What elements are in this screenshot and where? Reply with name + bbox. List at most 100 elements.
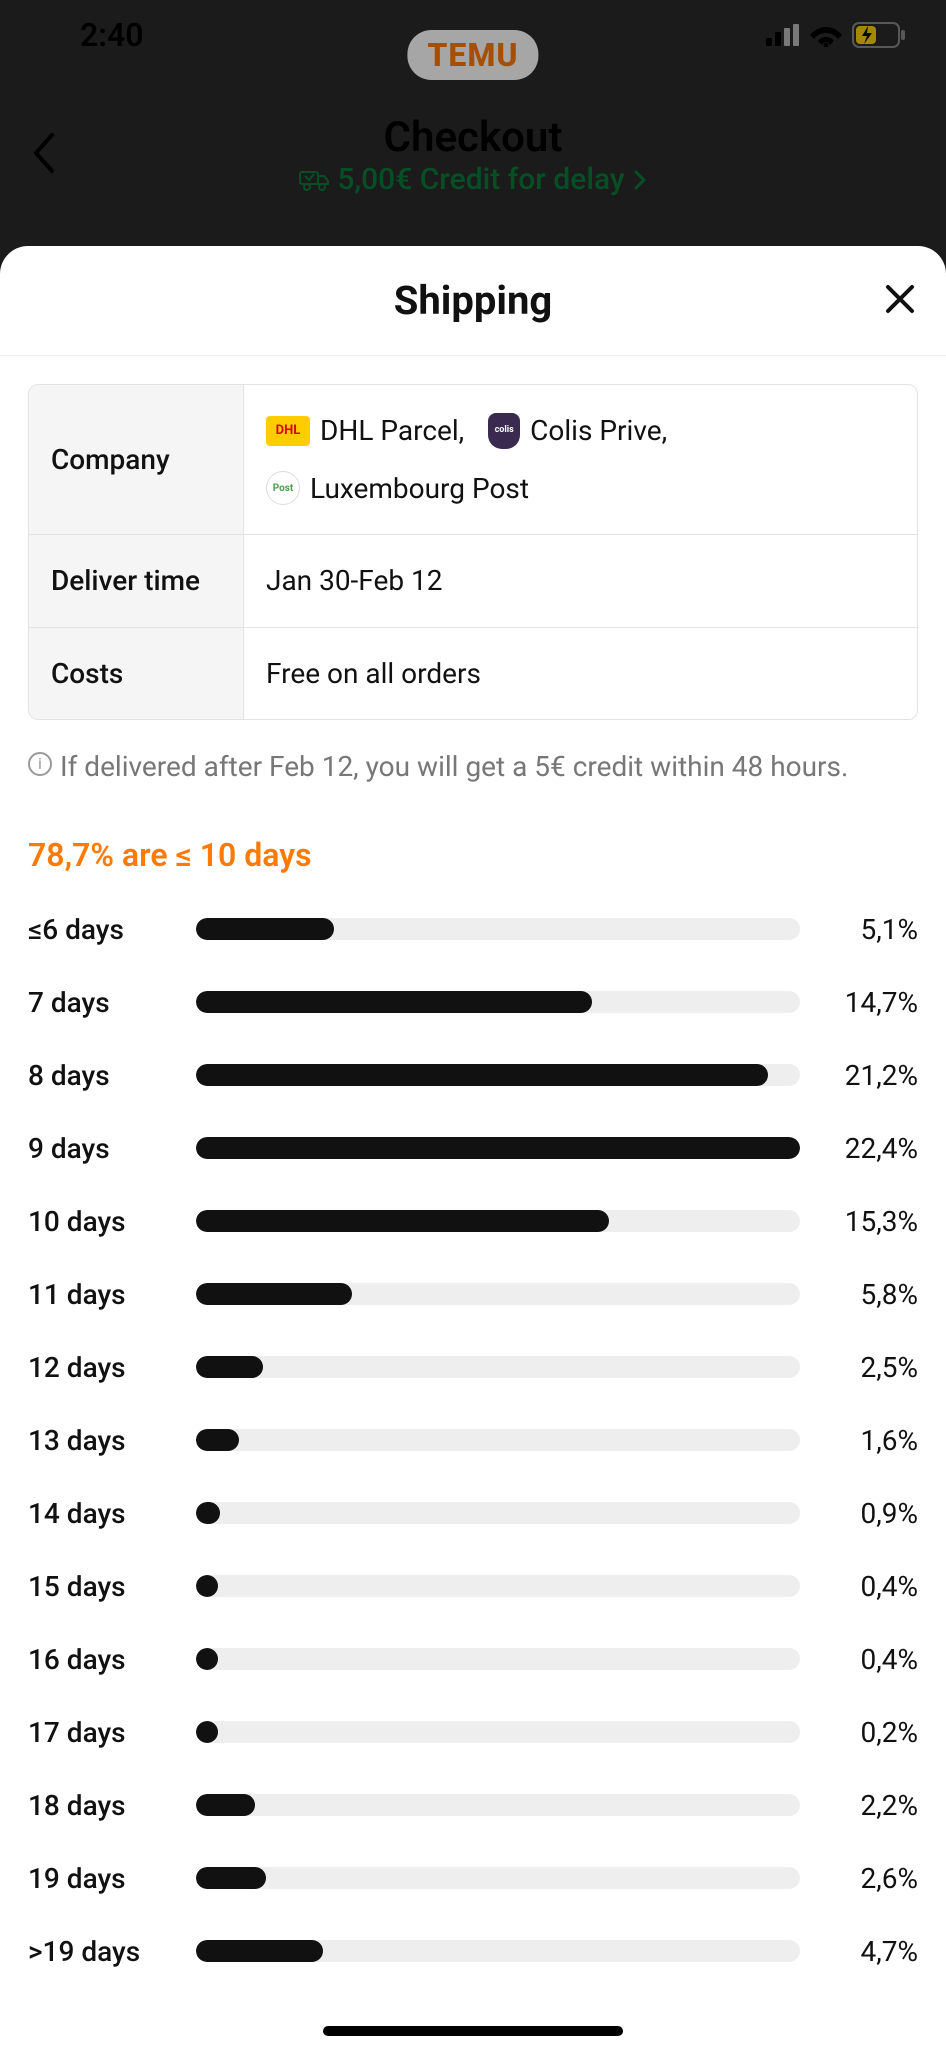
histogram-bar <box>196 1210 609 1232</box>
carrier-logo-icon: Post <box>266 471 300 505</box>
row-label: Company <box>29 385 244 534</box>
histogram-percent: 1,6% <box>818 1424 918 1457</box>
histogram-percent: 0,2% <box>818 1716 918 1749</box>
histogram-bar <box>196 1721 218 1743</box>
close-icon <box>882 281 918 317</box>
histogram-label: 16 days <box>28 1643 178 1676</box>
histogram-label: 11 days <box>28 1278 178 1311</box>
histogram-bar <box>196 1794 255 1816</box>
histogram-track <box>196 1721 800 1743</box>
histogram-bar <box>196 1283 352 1305</box>
carrier-name: Colis Prive, <box>530 407 667 455</box>
close-button[interactable] <box>882 281 918 321</box>
app-root: 2:40 TEMU <box>0 0 946 2048</box>
histogram-percent: 0,9% <box>818 1497 918 1530</box>
delay-credit-disclaimer: i If delivered after Feb 12, you will ge… <box>28 746 918 788</box>
table-row-company: Company DHLDHL Parcel,colisColis Prive,P… <box>29 385 917 534</box>
status-time: 2:40 <box>80 16 144 54</box>
histogram-track <box>196 1137 800 1159</box>
histogram-track <box>196 1356 800 1378</box>
histogram-label: 18 days <box>28 1789 178 1822</box>
histogram-row: 14 days 0,9% <box>28 1486 918 1540</box>
histogram-row: 8 days 21,2% <box>28 1048 918 1102</box>
back-button[interactable] <box>30 131 58 179</box>
histogram-percent: 0,4% <box>818 1570 918 1603</box>
signal-icon <box>766 24 800 46</box>
histogram-percent: 2,5% <box>818 1351 918 1384</box>
histogram-row: ≤6 days 5,1% <box>28 902 918 956</box>
truck-icon <box>299 168 329 192</box>
status-icons <box>766 22 906 48</box>
histogram-row: 16 days 0,4% <box>28 1632 918 1686</box>
row-label: Deliver time <box>29 535 244 627</box>
histogram-percent: 15,3% <box>818 1205 918 1238</box>
histogram-track <box>196 918 800 940</box>
histogram-bar <box>196 1648 218 1670</box>
histogram-row: 9 days 22,4% <box>28 1121 918 1175</box>
histogram-percent: 0,4% <box>818 1643 918 1676</box>
carrier-item: Post Luxembourg Post <box>266 465 529 513</box>
histogram-track <box>196 1648 800 1670</box>
credit-banner-text: 5,00€ Credit for delay <box>337 162 624 197</box>
histogram-label: 9 days <box>28 1132 178 1165</box>
table-row-deliver-time: Deliver time Jan 30-Feb 12 <box>29 534 917 627</box>
histogram-percent: 2,2% <box>818 1789 918 1822</box>
histogram-track <box>196 1867 800 1889</box>
histogram-row: 18 days 2,2% <box>28 1778 918 1832</box>
chevron-right-icon <box>633 169 647 191</box>
histogram-percent: 2,6% <box>818 1862 918 1895</box>
histogram-bar <box>196 1429 239 1451</box>
histogram-label: 13 days <box>28 1424 178 1457</box>
histogram-bar <box>196 1502 220 1524</box>
histogram-percent: 5,1% <box>818 913 918 946</box>
deliver-time-value: Jan 30-Feb 12 <box>244 535 917 627</box>
histogram-bar <box>196 1356 263 1378</box>
histogram-track <box>196 1575 800 1597</box>
histogram-row: 7 days 14,7% <box>28 975 918 1029</box>
histogram-row: 19 days 2,6% <box>28 1851 918 1905</box>
histogram-label: ≤6 days <box>28 913 178 946</box>
histogram-row: 17 days0,2% <box>28 1705 918 1759</box>
app-header: Checkout 5,00€ Credit for delay <box>0 70 946 240</box>
histogram-row: 13 days 1,6% <box>28 1413 918 1467</box>
histogram-label: 15 days <box>28 1570 178 1603</box>
credit-banner[interactable]: 5,00€ Credit for delay <box>299 162 646 197</box>
sheet-header: Shipping <box>0 246 946 356</box>
shipping-sheet: Shipping Company DHL DHL Parcel, colis Coli… <box>0 246 946 2048</box>
histogram-percent: 21,2% <box>818 1059 918 1092</box>
battery-charging-icon <box>852 22 906 48</box>
table-row-costs: Costs Free on all orders <box>29 627 917 720</box>
histogram-bar <box>196 991 592 1013</box>
carrier-logo-icon: DHL <box>266 416 310 446</box>
carrier-item: DHL DHL Parcel, <box>266 407 464 455</box>
histogram-row: 11 days 5,8% <box>28 1267 918 1321</box>
histogram-row: 12 days2,5% <box>28 1340 918 1394</box>
histogram-track <box>196 1429 800 1451</box>
wifi-icon <box>810 23 842 47</box>
histogram-label: 19 days <box>28 1862 178 1895</box>
home-indicator[interactable] <box>323 2026 623 2036</box>
page-title: Checkout <box>384 113 563 162</box>
delivery-histogram: ≤6 days 5,1% 7 days 14,7% 8 days 21,2% 9 days 2… <box>28 902 918 1978</box>
carriers-cell: DHL DHL Parcel, colis Colis Prive, Post Luxem… <box>244 385 917 534</box>
histogram-label: 14 days <box>28 1497 178 1530</box>
histogram-percent: 22,4% <box>818 1132 918 1165</box>
histogram-bar <box>196 1137 800 1159</box>
histogram-bar <box>196 1064 768 1086</box>
carrier-name: DHL Parcel, <box>320 407 464 455</box>
info-icon: i <box>28 752 52 776</box>
histogram-bar <box>196 918 334 940</box>
histogram-percent: 14,7% <box>818 986 918 1019</box>
histogram-row: 10 days 15,3% <box>28 1194 918 1248</box>
sheet-title: Shipping <box>394 277 552 324</box>
carrier-item: colis Colis Prive, <box>488 407 667 455</box>
histogram-row: >19 days4,7% <box>28 1924 918 1978</box>
carrier-logo-icon: colis <box>488 413 520 449</box>
histogram-label: 8 days <box>28 1059 178 1092</box>
carrier-name: Luxembourg Post <box>310 465 529 513</box>
histogram-bar <box>196 1575 218 1597</box>
histogram-label: 10 days <box>28 1205 178 1238</box>
histogram-label: 7 days <box>28 986 178 1019</box>
histogram-percent: 5,8% <box>818 1278 918 1311</box>
costs-value: Free on all orders <box>244 628 917 720</box>
